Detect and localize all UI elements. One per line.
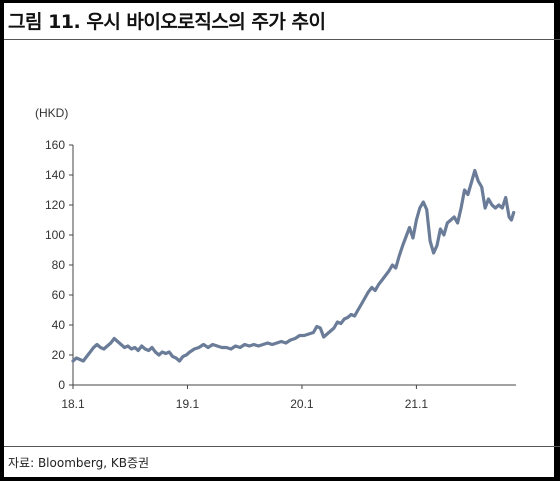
x-tick-label: 21.1 — [405, 397, 429, 411]
source-divider — [4, 446, 560, 447]
x-tick-label: 19.1 — [176, 397, 200, 411]
figure-panel — [4, 3, 554, 477]
y-tick-label: 60 — [52, 288, 66, 302]
source-note: 자료: Bloomberg, KB증권 — [8, 456, 150, 470]
plot-area — [71, 168, 516, 363]
title-divider — [4, 39, 560, 40]
y-tick-label: 80 — [52, 258, 66, 272]
y-tick-label: 140 — [45, 168, 65, 182]
y-tick-label: 120 — [45, 198, 65, 212]
y-tick-label: 160 — [45, 138, 65, 152]
x-tick-label: 20.1 — [290, 397, 314, 411]
y-axis: (HKD) 0 20 40 60 80 100 120 140 160 — [35, 106, 74, 392]
y-tick-label: 0 — [58, 378, 65, 392]
x-axis: 18.1 19.1 20.1 21.1 — [61, 384, 516, 411]
price-series-line — [71, 168, 516, 363]
x-tick-label: 18.1 — [61, 397, 85, 411]
figure-title: 그림 11. 우시 바이오로직스의 주가 추이 — [8, 11, 326, 33]
y-tick-label: 20 — [52, 348, 66, 362]
y-tick-label: 40 — [52, 318, 66, 332]
y-axis-unit-label: (HKD) — [35, 106, 68, 120]
y-tick-label: 100 — [45, 228, 65, 242]
